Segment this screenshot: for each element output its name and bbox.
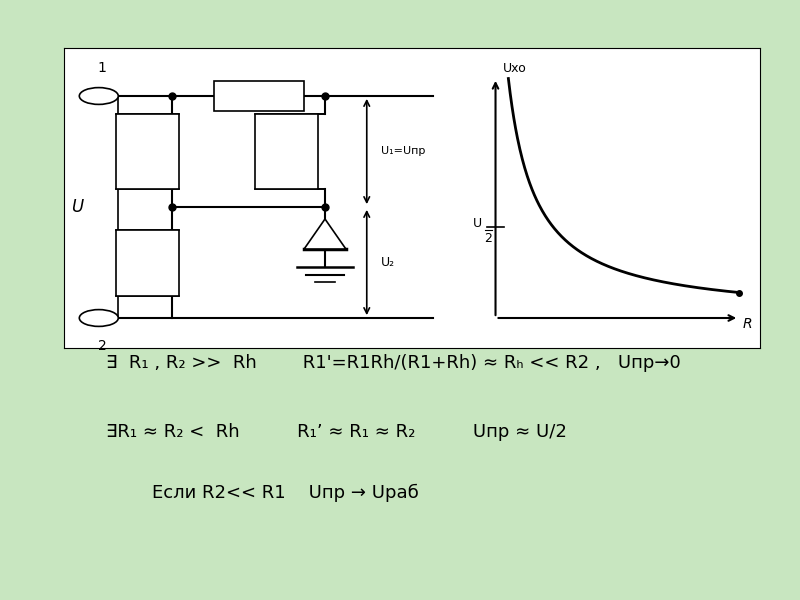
Bar (116, 114, 179, 189)
Circle shape (79, 88, 118, 104)
Text: 1: 1 (284, 97, 290, 107)
Text: 2: 2 (98, 339, 106, 353)
Bar (116, 229, 179, 295)
Text: U: U (71, 198, 83, 216)
Text: U₁=Uпр: U₁=Uпр (381, 146, 425, 157)
Text: R₁: R₁ (140, 145, 155, 158)
Bar (255, 114, 318, 189)
Text: Uxo: Uxo (502, 62, 526, 75)
Text: 1: 1 (98, 61, 106, 75)
Polygon shape (304, 219, 346, 249)
Text: ∃R₁ ≈ R₂ <  Rh          R₁’ ≈ R₁ ≈ R₂          Uпр ≈ U/2: ∃R₁ ≈ R₂ < Rh R₁’ ≈ R₁ ≈ R₂ Uпр ≈ U/2 (106, 424, 567, 442)
Text: 2: 2 (485, 232, 493, 245)
Text: R₂⁻: R₂⁻ (136, 256, 158, 269)
Text: Сеть с пренебрежимо малой емкостью.: Сеть с пренебрежимо малой емкостью. (112, 100, 522, 119)
Text: U₂: U₂ (381, 256, 395, 269)
Circle shape (79, 310, 118, 326)
Text: R: R (742, 317, 752, 331)
Text: Если R2<< R1    Uпр → Uраб: Если R2<< R1 Uпр → Uраб (106, 483, 419, 502)
Text: R': R' (254, 88, 264, 98)
FancyBboxPatch shape (150, 109, 689, 340)
Text: U: U (473, 217, 482, 230)
Text: ∃  R₁ , R₂ >>  Rh        R1'=R1Rh/(R1+Rh) ≈ Rₕ << R2 ,   Uпр→0: ∃ R₁ , R₂ >> Rh R1'=R1Rh/(R1+Rh) ≈ Rₕ <<… (106, 354, 681, 372)
Text: Rₕ: Rₕ (279, 145, 294, 158)
Bar (214, 81, 304, 111)
